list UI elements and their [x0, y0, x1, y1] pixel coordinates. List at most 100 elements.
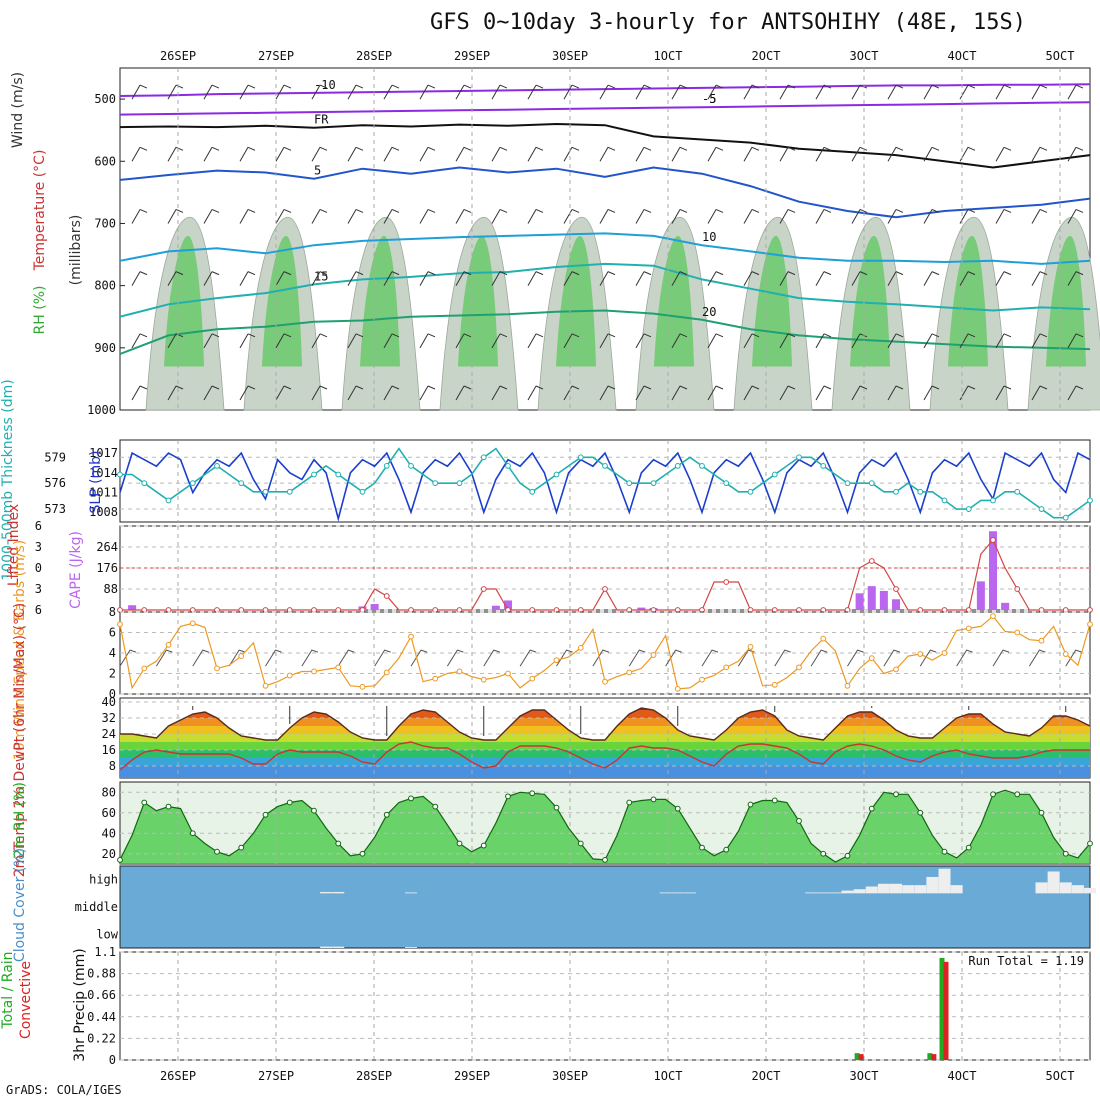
- thickness-line-point: [1087, 497, 1093, 504]
- thickness-line-point: [796, 454, 802, 461]
- wind-speed-line-point: [1087, 621, 1093, 628]
- wind-speed-line-point: [286, 672, 293, 679]
- pressure-tick-label: 700: [94, 216, 116, 230]
- cape-tick-label: 88: [104, 582, 118, 596]
- isoline-20: [119, 309, 1091, 355]
- wind-barb: [599, 208, 616, 224]
- wind-barb: [959, 385, 976, 401]
- date-label-top: 26SEP: [160, 49, 196, 63]
- wind-barb: [383, 84, 400, 100]
- pressure-tick-label: 500: [94, 92, 116, 106]
- wind-barb: [131, 208, 148, 224]
- cape-bar: [637, 607, 646, 610]
- isoline-15: [119, 262, 1091, 318]
- thickness-line-point: [553, 471, 560, 478]
- date-label-bottom: 3OCT: [850, 1069, 879, 1083]
- y-tick-label: 60: [102, 806, 116, 820]
- rh-high-shading: [360, 235, 400, 367]
- wind-barb: [887, 84, 904, 100]
- wind-speed-line-point: [941, 650, 948, 656]
- rh-line-point: [383, 811, 390, 818]
- date-label-top: 1OCT: [654, 49, 683, 63]
- wind-barb: [383, 208, 400, 224]
- wind-speed-line-point: [1038, 637, 1045, 644]
- slp-tick-label: 1008: [89, 505, 118, 519]
- surface-wind-barb: [810, 649, 828, 667]
- wind-speed-line-point: [674, 685, 681, 692]
- contour-label: -10: [314, 78, 336, 92]
- rh-line-point: [577, 840, 584, 847]
- wind-barb: [887, 333, 904, 349]
- date-label-top: 5OCT: [1046, 49, 1075, 63]
- wind-speed-line-point: [117, 621, 123, 628]
- cape-bar: [879, 590, 888, 610]
- wind-barb: [491, 208, 508, 224]
- wind-speed-line-point: [529, 675, 536, 682]
- wind-barb: [131, 84, 148, 100]
- y-tick-label: 40: [102, 826, 116, 840]
- wind-barb: [707, 385, 724, 401]
- wind-barb: [779, 84, 796, 100]
- wind-barb: [635, 84, 652, 100]
- temperature-axis-label: Temperature (°C): [32, 150, 48, 272]
- wind-barb: [527, 385, 544, 401]
- cloud-high-bar: [1035, 882, 1048, 894]
- wind-barb: [167, 385, 184, 401]
- wind-speed-line-point: [796, 664, 802, 671]
- wind-barb: [491, 84, 508, 100]
- wind-barb: [707, 208, 724, 224]
- date-label-top: 2OCT: [752, 49, 781, 63]
- wind-barb: [635, 385, 652, 401]
- temperature-band: [120, 766, 1090, 778]
- wind-barb: [491, 271, 508, 286]
- wind-barb: [923, 271, 940, 286]
- rh-line-point: [941, 848, 948, 855]
- y-tick-label: 2: [109, 667, 116, 681]
- y-tick-label: 573: [44, 502, 66, 516]
- wind-barb: [239, 146, 256, 162]
- wind-barb: [455, 208, 472, 224]
- wind-speed-line-point: [214, 665, 220, 672]
- wind-barb: [311, 146, 328, 162]
- cloud-low-bar: [405, 947, 417, 948]
- wind-barb: [599, 84, 616, 100]
- surface-wind-barb: [301, 649, 319, 667]
- wind-barb: [455, 385, 472, 401]
- wind-barb: [311, 84, 328, 100]
- surface-wind-barb: [701, 649, 719, 667]
- cloud-high-bar: [1047, 871, 1060, 894]
- wind-barb: [923, 333, 940, 349]
- temperature-band: [120, 758, 1090, 766]
- dewpoint-line: [119, 741, 1090, 771]
- wind-barb: [671, 333, 688, 349]
- wind-speed-line-point: [1014, 629, 1021, 636]
- thickness-line-point: [771, 471, 778, 478]
- wind-barb: [923, 208, 940, 224]
- wind-barb: [563, 333, 580, 349]
- wind-barb: [887, 271, 904, 286]
- run-total-label: Run Total = 1.19: [968, 954, 1084, 968]
- date-label-top: 4OCT: [948, 49, 977, 63]
- wind-barb: [563, 146, 580, 162]
- rh-line-point: [747, 801, 754, 808]
- wind-barb: [419, 208, 436, 224]
- wind-barb: [203, 333, 220, 349]
- wind-speed-line-point: [189, 620, 196, 627]
- wind-barb: [491, 146, 508, 162]
- surface-wind-barb: [446, 649, 464, 667]
- thickness-line-point: [165, 497, 172, 504]
- rh-line-point: [1087, 840, 1093, 847]
- wind-barb: [815, 84, 832, 100]
- wind-speed-line-point: [335, 664, 342, 671]
- cloud-level-label: high: [89, 873, 118, 887]
- wind-barb: [707, 146, 724, 162]
- rh-line-point: [674, 805, 681, 812]
- wind-speed-line-point: [626, 669, 633, 676]
- wind-barb: [239, 385, 256, 401]
- rh-line-point: [529, 790, 536, 797]
- wind-barb: [383, 146, 400, 162]
- convective-precip-bar: [931, 1054, 937, 1060]
- cape-bar: [370, 604, 379, 610]
- wind-speed-line-point: [650, 652, 657, 658]
